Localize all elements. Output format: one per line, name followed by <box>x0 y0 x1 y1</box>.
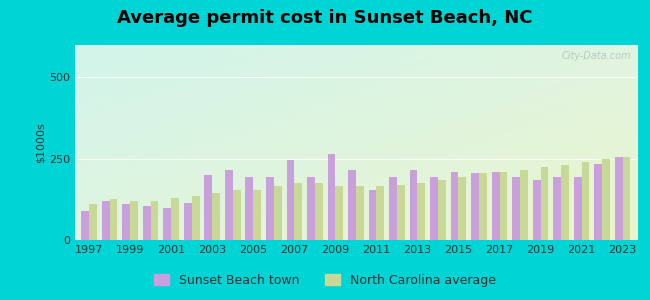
Bar <box>397 185 405 240</box>
Bar <box>274 186 281 240</box>
Bar <box>287 160 294 240</box>
Bar <box>81 211 89 240</box>
Bar <box>205 175 213 240</box>
Bar <box>110 200 118 240</box>
Bar <box>458 177 466 240</box>
Bar <box>417 183 425 240</box>
Bar <box>348 170 356 240</box>
Bar <box>225 170 233 240</box>
Bar <box>410 170 417 240</box>
Bar <box>623 157 630 240</box>
Bar <box>582 162 590 240</box>
Bar <box>389 177 397 240</box>
Bar <box>122 204 130 240</box>
Bar <box>471 173 479 240</box>
Bar <box>594 164 602 240</box>
Bar <box>541 167 549 240</box>
Bar <box>192 196 200 240</box>
Bar <box>430 177 438 240</box>
Bar <box>438 180 446 240</box>
Bar <box>307 177 315 240</box>
Bar <box>520 170 528 240</box>
Bar <box>151 201 159 240</box>
Bar <box>512 177 520 240</box>
Bar <box>89 204 97 240</box>
Bar <box>553 177 561 240</box>
Bar <box>163 208 171 240</box>
Bar <box>184 202 192 240</box>
Text: City-Data.com: City-Data.com <box>562 51 631 61</box>
Bar <box>246 177 254 240</box>
Y-axis label: $1000s: $1000s <box>36 122 46 163</box>
Bar <box>213 193 220 240</box>
Bar <box>376 186 384 240</box>
Bar <box>335 186 343 240</box>
Bar <box>499 172 507 240</box>
Bar <box>328 154 335 240</box>
Bar <box>479 173 487 240</box>
Bar <box>254 190 261 240</box>
Legend: Sunset Beach town, North Carolina average: Sunset Beach town, North Carolina averag… <box>151 270 499 291</box>
Bar <box>171 198 179 240</box>
Bar <box>315 183 322 240</box>
Text: Average permit cost in Sunset Beach, NC: Average permit cost in Sunset Beach, NC <box>117 9 533 27</box>
Bar <box>369 190 376 240</box>
Bar <box>574 177 582 240</box>
Bar <box>356 186 363 240</box>
Bar <box>602 159 610 240</box>
Bar <box>561 165 569 240</box>
Bar <box>533 180 541 240</box>
Bar <box>294 183 302 240</box>
Bar <box>102 201 110 240</box>
Bar <box>450 172 458 240</box>
Bar <box>491 172 499 240</box>
Bar <box>143 206 151 240</box>
Bar <box>233 190 240 240</box>
Bar <box>266 177 274 240</box>
Bar <box>130 201 138 240</box>
Bar <box>615 157 623 240</box>
